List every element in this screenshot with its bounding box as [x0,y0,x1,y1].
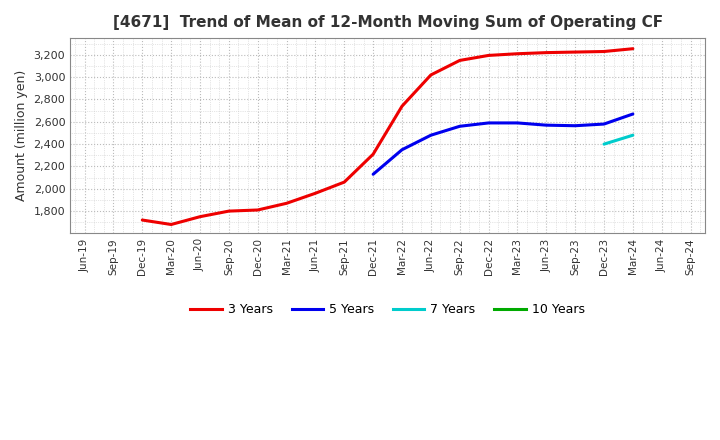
Y-axis label: Amount (million yen): Amount (million yen) [15,70,28,202]
Title: [4671]  Trend of Mean of 12-Month Moving Sum of Operating CF: [4671] Trend of Mean of 12-Month Moving … [112,15,662,30]
Legend: 3 Years, 5 Years, 7 Years, 10 Years: 3 Years, 5 Years, 7 Years, 10 Years [185,298,590,321]
